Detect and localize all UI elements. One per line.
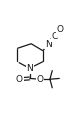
Text: O: O: [16, 75, 23, 84]
Text: N: N: [45, 40, 52, 49]
Text: N: N: [26, 64, 33, 73]
Text: O: O: [36, 75, 43, 84]
Text: O: O: [57, 25, 64, 34]
Text: C: C: [52, 32, 58, 41]
